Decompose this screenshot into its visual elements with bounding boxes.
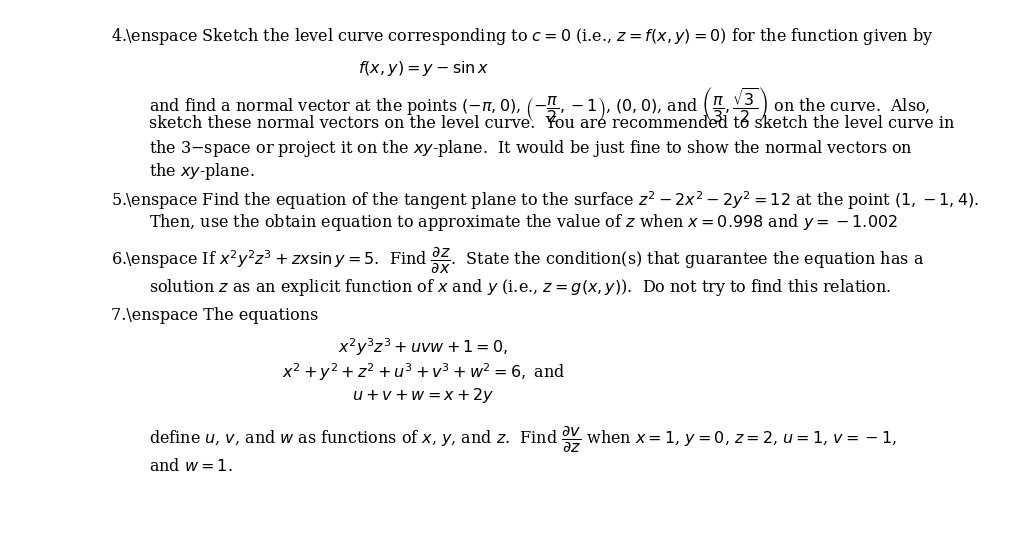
Text: 4.\enspace Sketch the level curve corresponding to $c = 0$ (i.e., $z = f(x,y) = : 4.\enspace Sketch the level curve corres… [111,26,933,47]
Text: $f(x,y) = y - \sin x$: $f(x,y) = y - \sin x$ [357,59,488,78]
Text: solution $z$ as an explicit function of $x$ and $y$ (i.e., $z = g(x,y)$).  Do no: solution $z$ as an explicit function of … [150,277,891,298]
Text: 6.\enspace If $x^2 y^2 z^3 + zx\sin y = 5$.  Find $\dfrac{\partial z}{\partial x: 6.\enspace If $x^2 y^2 z^3 + zx\sin y = … [111,245,924,276]
Text: $x^2 + y^2 + z^2 + u^3 + v^3 + w^2 = 6,$ and: $x^2 + y^2 + z^2 + u^3 + v^3 + w^2 = 6,$… [282,361,565,383]
Text: the 3$-$space or project it on the $xy$-plane.  It would be just fine to show th: the 3$-$space or project it on the $xy$-… [150,138,912,159]
Text: $u + v + w = x + 2y$: $u + v + w = x + 2y$ [352,386,495,405]
Text: 5.\enspace Find the equation of the tangent plane to the surface $z^2 - 2x^2 - 2: 5.\enspace Find the equation of the tang… [111,190,979,212]
Text: 7.\enspace The equations: 7.\enspace The equations [111,307,318,324]
Text: $x^2 y^3 z^3 + uvw + 1 = 0,$: $x^2 y^3 z^3 + uvw + 1 = 0,$ [338,336,508,358]
Text: sketch these normal vectors on the level curve.  You are recommended to sketch t: sketch these normal vectors on the level… [150,115,954,132]
Text: define $u$, $v$, and $w$ as functions of $x$, $y$, and $z$.  Find $\dfrac{\parti: define $u$, $v$, and $w$ as functions of… [150,424,897,455]
Text: Then, use the obtain equation to approximate the value of $z$ when $x = 0.998$ a: Then, use the obtain equation to approxi… [150,213,898,233]
Text: and find a normal vector at the points $(-\pi, 0)$, $\left(-\dfrac{\pi}{2}, -1\r: and find a normal vector at the points $… [150,86,931,125]
Text: the $xy$-plane.: the $xy$-plane. [150,161,255,181]
Text: and $w = 1$.: and $w = 1$. [150,458,232,475]
